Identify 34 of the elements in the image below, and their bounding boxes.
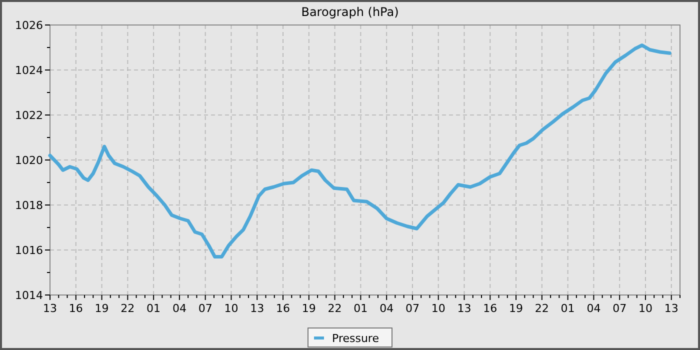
x-tick-label: 22	[534, 302, 549, 315]
x-tick-label: 07	[405, 302, 420, 315]
y-tick-label: 1018	[15, 198, 43, 212]
x-tick-label: 07	[198, 302, 212, 315]
x-tick-label: 22	[328, 302, 342, 315]
chart-title: Barograph (hPa)	[301, 5, 399, 19]
x-tick-label: 16	[276, 302, 290, 315]
x-tick-label: 19	[302, 302, 316, 315]
x-tick-label: 19	[94, 302, 109, 315]
x-tick-label: 10	[224, 302, 238, 315]
x-tick-label: 10	[431, 302, 446, 315]
x-tick-label: 10	[638, 302, 652, 315]
x-tick-label: 04	[172, 302, 186, 315]
x-tick-label: 13	[250, 302, 264, 315]
y-tick-label: 1024	[15, 64, 43, 77]
x-tick-label: 13	[457, 302, 472, 315]
legend-label: Pressure	[332, 332, 380, 345]
y-tick-label: 1016	[15, 244, 43, 257]
x-tick-label: 13	[43, 302, 57, 315]
x-tick-label: 04	[380, 302, 394, 315]
x-tick-label: 22	[120, 302, 135, 315]
x-tick-label: 07	[612, 302, 627, 315]
x-tick-label: 16	[68, 302, 83, 315]
y-tick-label: 1022	[15, 108, 43, 122]
x-tick-label: 01	[354, 302, 368, 315]
y-tick-label: 1020	[15, 154, 43, 167]
x-tick-label: 19	[509, 302, 524, 315]
x-tick-label: 01	[146, 302, 161, 315]
y-tick-label: 1026	[15, 18, 43, 32]
x-tick-label: 01	[560, 302, 575, 315]
x-tick-label: 04	[586, 302, 601, 315]
x-tick-label: 13	[664, 302, 678, 315]
x-tick-label: 16	[483, 302, 498, 315]
y-tick-label: 1014	[15, 288, 43, 302]
